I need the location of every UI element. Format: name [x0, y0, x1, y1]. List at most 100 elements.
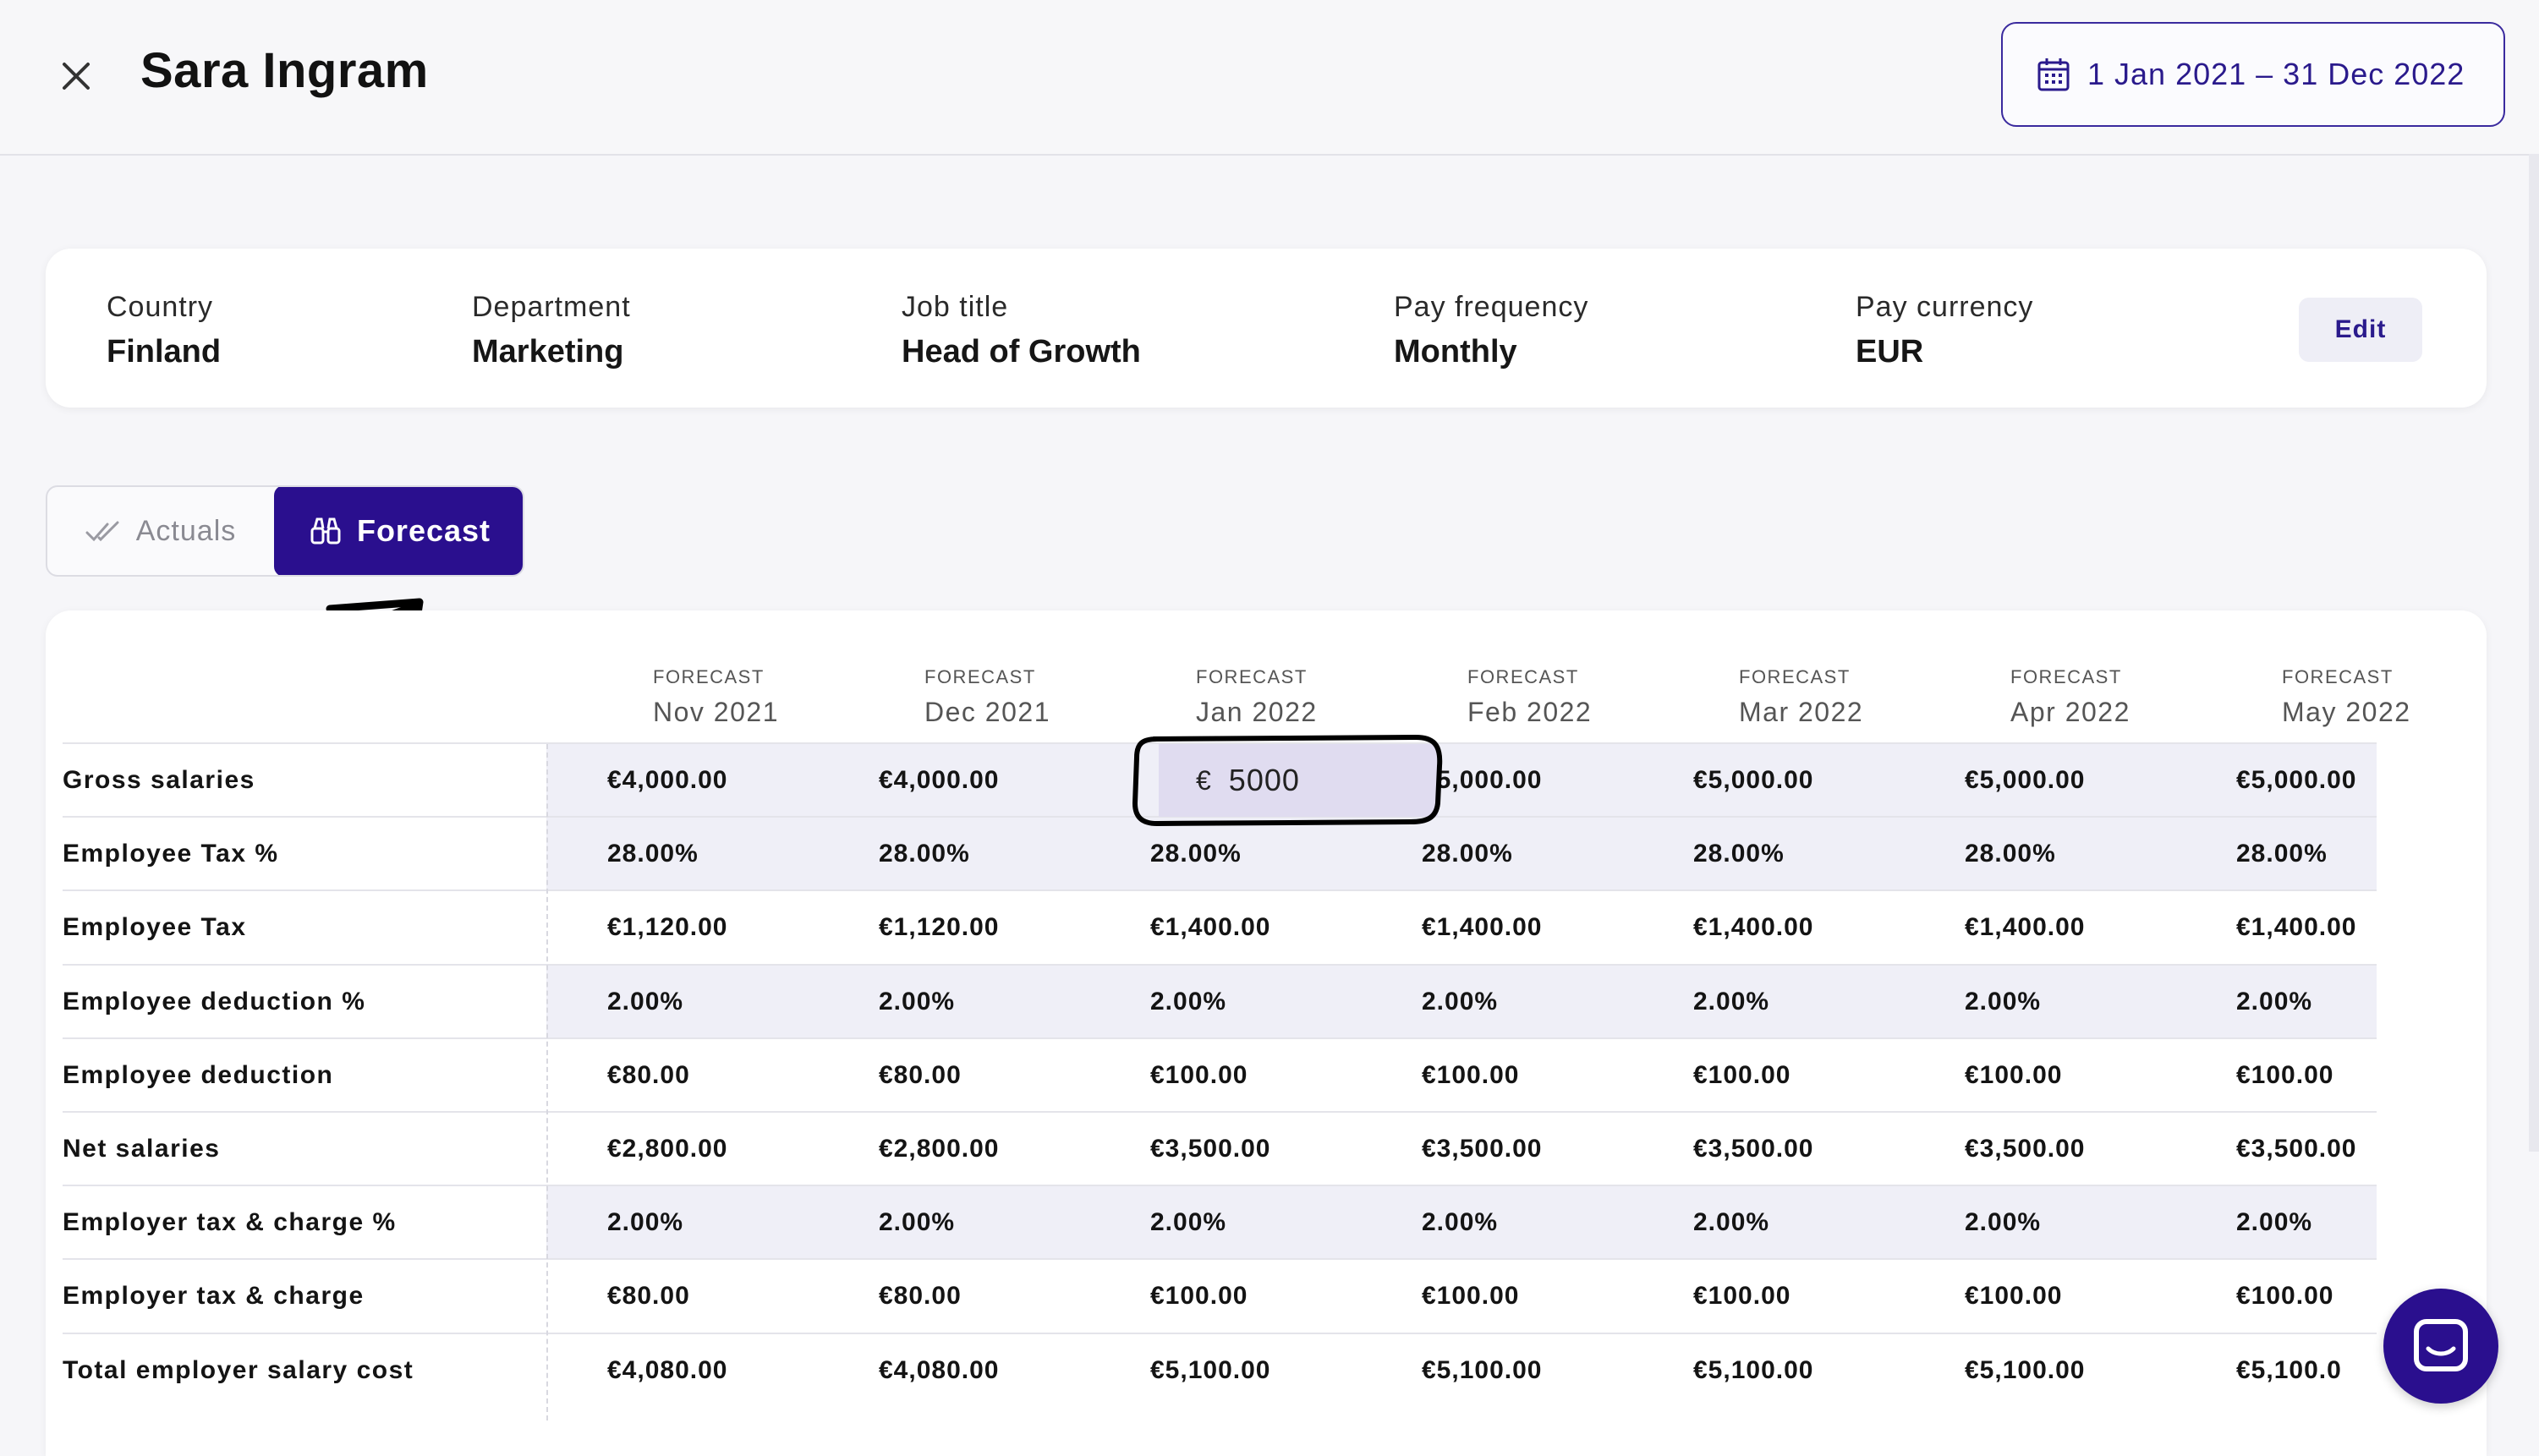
table-cell[interactable]: €100.00	[1693, 1060, 1791, 1089]
table-cell[interactable]: €3,500.00	[1693, 1135, 1814, 1163]
table-cell[interactable]: €100.00	[1693, 1282, 1791, 1311]
actuals-forecast-toggle: Actuals Forecast	[46, 485, 524, 577]
table-cell[interactable]: 2.00%	[1150, 1208, 1227, 1237]
column-header: FORECAST Mar 2022	[1739, 666, 1863, 728]
table-cell[interactable]: 28.00%	[607, 840, 699, 868]
table-cell[interactable]: 2.00%	[1693, 987, 1770, 1015]
table-row: Employee Tax % 28.00% 28.00% 28.00% 28.00% 28…	[63, 816, 2377, 891]
table-row: Employee Tax €1,120.00 €1,120.00 €1,400.00 €…	[63, 889, 2377, 964]
table-cell[interactable]: 2.00%	[879, 987, 956, 1015]
table-cell[interactable]: €5,100.0	[2236, 1355, 2342, 1384]
chat-button[interactable]	[2383, 1289, 2498, 1404]
table-cell[interactable]: 28.00%	[1693, 840, 1785, 868]
table-cell[interactable]: €4,080.00	[607, 1355, 728, 1384]
table-cell[interactable]: €4,000.00	[607, 766, 728, 794]
table-cell[interactable]: €1,400.00	[2236, 913, 2357, 942]
table-cell[interactable]: 2.00%	[1422, 987, 1499, 1015]
forecast-tab[interactable]: Forecast	[274, 487, 523, 575]
table-cell[interactable]: 2.00%	[2236, 1208, 2313, 1237]
table-cell[interactable]: €80.00	[879, 1282, 962, 1311]
table-cell[interactable]: 28.00%	[1965, 840, 2056, 868]
table-cell[interactable]: €100.00	[1422, 1282, 1520, 1311]
close-button[interactable]	[52, 52, 100, 100]
table-cell[interactable]: €3,500.00	[1150, 1135, 1271, 1163]
table-cell[interactable]: €1,120.00	[879, 913, 1000, 942]
pay-frequency-field: Pay frequency Monthly	[1394, 291, 1588, 370]
table-cell[interactable]: 28.00%	[2236, 840, 2328, 868]
row-background	[546, 818, 2377, 891]
column-kicker: FORECAST	[1467, 666, 1579, 687]
table-row: Employee deduction €80.00 €80.00 €100.00 €10…	[63, 1037, 2377, 1112]
row-label: Total employer salary cost	[63, 1355, 414, 1384]
currency-symbol: €	[1196, 764, 1212, 796]
table-cell[interactable]: 28.00%	[879, 840, 970, 868]
table-cell[interactable]: €100.00	[1422, 1060, 1520, 1089]
table-cell[interactable]: €5,000.00	[2236, 766, 2357, 794]
table-cell[interactable]: €5,100.00	[1965, 1355, 2086, 1384]
table-cell[interactable]: €100.00	[2236, 1282, 2334, 1311]
actuals-tab[interactable]: Actuals	[47, 487, 274, 575]
table-cell[interactable]: €1,120.00	[607, 913, 728, 942]
pay-currency-value: EUR	[1856, 334, 1924, 369]
table-cell[interactable]: 2.00%	[1422, 1208, 1499, 1237]
table-cell[interactable]: €80.00	[607, 1060, 690, 1089]
table-cell[interactable]: 28.00%	[1150, 840, 1242, 868]
table-cell[interactable]: €100.00	[1965, 1282, 2063, 1311]
country-field: Country Finland	[107, 291, 221, 370]
page-title: Sara Ingram	[140, 43, 429, 98]
table-cell[interactable]: €3,500.00	[1422, 1135, 1543, 1163]
column-header: FORECAST Jan 2022	[1196, 666, 1318, 728]
table-cell[interactable]: €2,800.00	[879, 1135, 1000, 1163]
column-month: Dec 2021	[924, 697, 1050, 727]
column-month: Mar 2022	[1739, 697, 1864, 727]
input-value: 5000	[1228, 763, 1300, 797]
table-cell[interactable]: 28.00%	[1422, 840, 1513, 868]
table-cell[interactable]: 2.00%	[879, 1208, 956, 1237]
table-cell[interactable]: €1,400.00	[1422, 913, 1543, 942]
table-cell[interactable]: €1,400.00	[1965, 913, 2086, 942]
table-cell[interactable]: 2.00%	[1150, 987, 1227, 1015]
table-cell[interactable]: €5,100.00	[1693, 1355, 1814, 1384]
table-cell[interactable]: 2.00%	[2236, 987, 2313, 1015]
table-cell[interactable]: 2.00%	[1965, 1208, 2042, 1237]
row-label: Employee deduction	[63, 1060, 334, 1089]
table-cell[interactable]: €100.00	[1150, 1060, 1248, 1089]
column-header: FORECAST Apr 2022	[2010, 666, 2130, 728]
scrollbar[interactable]	[2529, 154, 2539, 1152]
table-cell[interactable]: €100.00	[1965, 1060, 2063, 1089]
table-cell[interactable]: €3,500.00	[2236, 1135, 2357, 1163]
table-cell[interactable]: €1,400.00	[1150, 913, 1271, 942]
table-cell[interactable]: €5,000.00	[1965, 766, 2086, 794]
table-cell[interactable]: 2.00%	[607, 987, 684, 1015]
column-kicker: FORECAST	[2282, 666, 2394, 687]
table-cell[interactable]: €4,000.00	[879, 766, 1000, 794]
binoculars-icon	[310, 517, 342, 545]
pay-frequency-label: Pay frequency	[1394, 291, 1589, 323]
table-cell[interactable]: €4,080.00	[879, 1355, 1000, 1384]
table-cell[interactable]: €3,500.00	[1965, 1135, 2086, 1163]
close-icon	[63, 63, 90, 90]
table-cell[interactable]: €2,800.00	[607, 1135, 728, 1163]
table-cell[interactable]: €80.00	[879, 1060, 962, 1089]
table-cell[interactable]: €100.00	[1150, 1282, 1248, 1311]
row-label: Employee Tax %	[63, 840, 279, 868]
table-row: Employee deduction % 2.00% 2.00% 2.00% 2.00%…	[63, 963, 2377, 1038]
column-kicker: FORECAST	[924, 666, 1036, 687]
row-background	[546, 965, 2377, 1038]
row-label: Employee Tax	[63, 913, 247, 942]
table-cell[interactable]: €5,100.00	[1422, 1355, 1543, 1384]
column-kicker: FORECAST	[2010, 666, 2122, 687]
table-cell[interactable]: 2.00%	[1965, 987, 2042, 1015]
table-cell[interactable]: €80.00	[607, 1282, 690, 1311]
table-cell[interactable]: €5,100.00	[1150, 1355, 1271, 1384]
date-range-picker[interactable]: 1 Jan 2021 – 31 Dec 2022	[2001, 22, 2505, 127]
table-cell[interactable]: 2.00%	[607, 1208, 684, 1237]
pay-currency-label: Pay currency	[1856, 291, 2034, 323]
table-cell[interactable]: €1,400.00	[1693, 913, 1814, 942]
gross-salary-jan-2022-input[interactable]: € 5000	[1159, 744, 1438, 817]
table-cell[interactable]: 2.00%	[1693, 1208, 1770, 1237]
edit-button[interactable]: Edit	[2299, 298, 2422, 362]
table-cell[interactable]: €100.00	[2236, 1060, 2334, 1089]
table-cell[interactable]: €5,000.00	[1693, 766, 1814, 794]
column-header: FORECAST May 2022	[2282, 666, 2411, 728]
